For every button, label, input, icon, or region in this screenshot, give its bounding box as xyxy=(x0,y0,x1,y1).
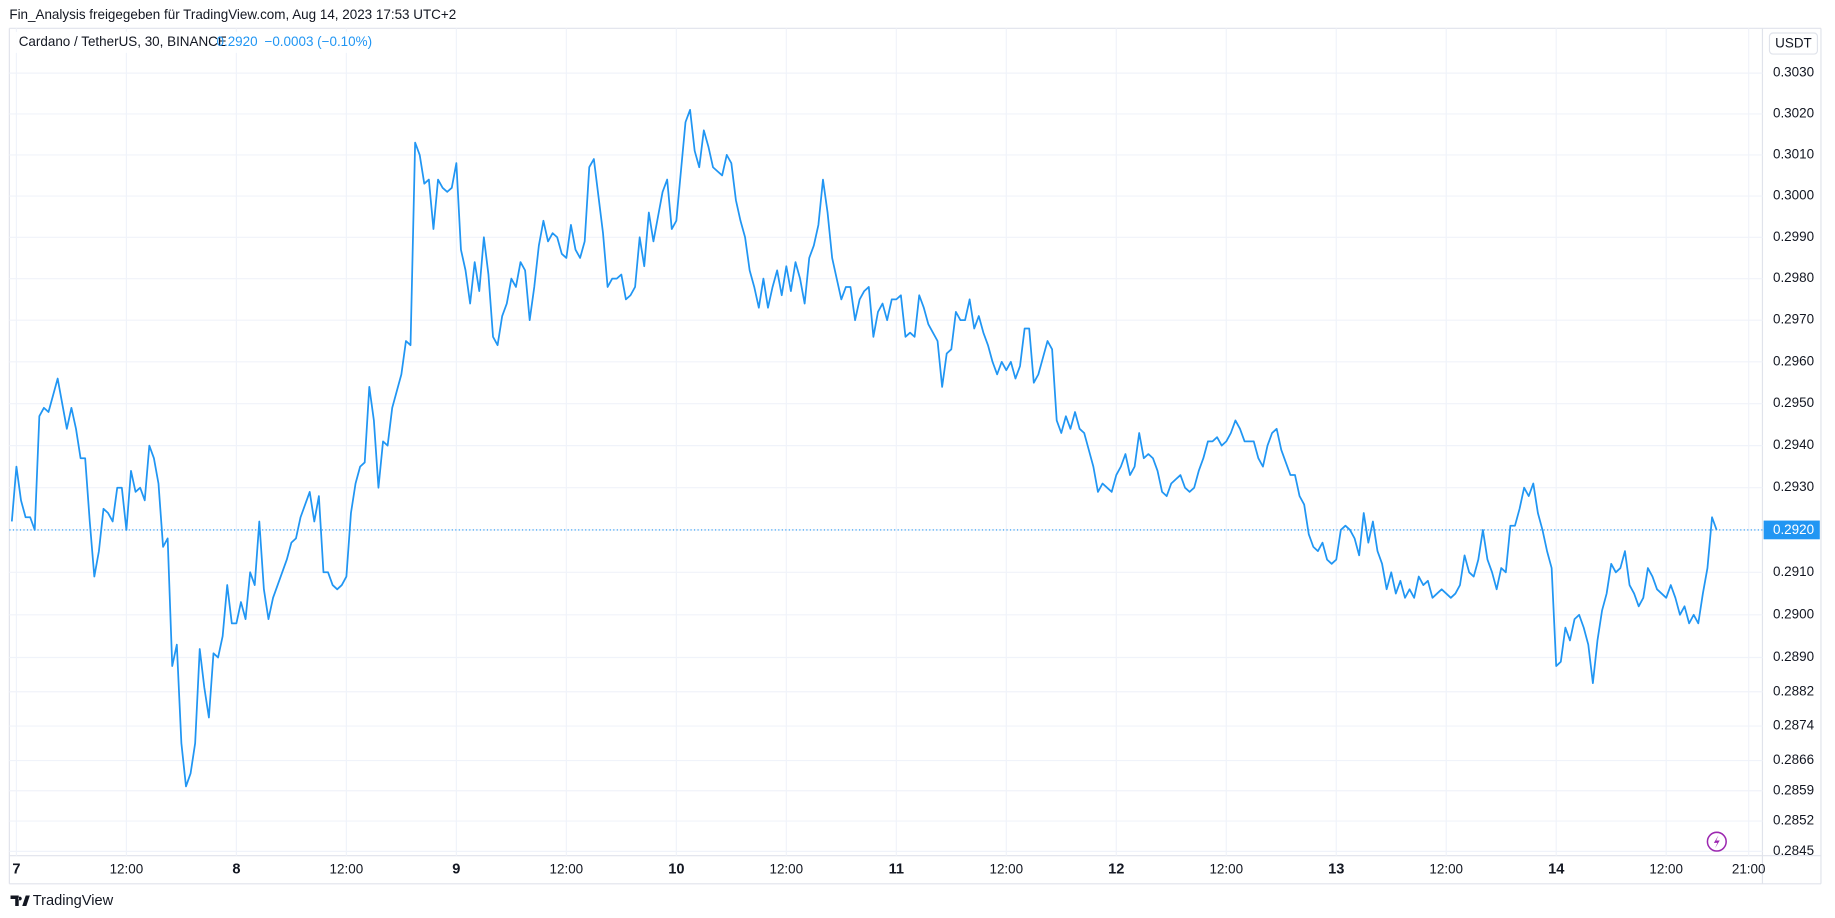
grid xyxy=(9,28,1763,856)
x-tick-label: 12:00 xyxy=(769,861,803,876)
caption: Fin_Analysis freigegeben für TradingView… xyxy=(9,7,456,22)
x-tick-label: 12:00 xyxy=(110,861,144,876)
alert-icon[interactable] xyxy=(1706,831,1727,852)
x-tick-label: 12:00 xyxy=(989,861,1023,876)
y-tick-label: 0.2930 xyxy=(1773,479,1814,494)
x-tick-label: 8 xyxy=(232,862,240,878)
x-tick-label: 12:00 xyxy=(1209,861,1243,876)
x-tick-label: 10 xyxy=(668,862,684,878)
y-tick-label: 0.2950 xyxy=(1773,395,1814,410)
x-tick-label: 14 xyxy=(1548,862,1565,878)
y-tick-label: 0.2900 xyxy=(1773,606,1814,621)
y-tick-label: 0.2866 xyxy=(1773,752,1814,767)
y-tick-label: 0.2980 xyxy=(1773,270,1814,285)
y-tick-label: 0.3030 xyxy=(1773,65,1814,80)
y-tick-label: 0.2890 xyxy=(1773,649,1814,664)
x-tick-label: 13 xyxy=(1328,862,1344,878)
y-tick-label: 0.2845 xyxy=(1773,843,1814,858)
y-tick-label: 0.2940 xyxy=(1773,437,1814,452)
x-tick-label: 12 xyxy=(1108,862,1124,878)
plot xyxy=(9,108,1763,788)
x-tick-label: 9 xyxy=(452,862,460,878)
brand-logo xyxy=(10,895,30,907)
y-tick-label: 0.3000 xyxy=(1773,188,1814,203)
x-tick-label: 12:00 xyxy=(1649,861,1683,876)
y-tick-label: 0.2874 xyxy=(1773,718,1815,733)
y-tick-label: 0.2990 xyxy=(1773,229,1814,244)
x-tick-label: 12:00 xyxy=(1429,861,1463,876)
symbol-title: Cardano / TetherUS, 30, BINANCE xyxy=(19,34,227,49)
currency-label[interactable]: USDT xyxy=(1775,36,1812,51)
y-tick-label: 0.2852 xyxy=(1773,813,1814,828)
last-price-badge xyxy=(1763,520,1820,540)
x-tick-label: 7 xyxy=(12,862,20,878)
x-tick-label: 21:00 xyxy=(1732,861,1766,876)
y-tick-label: 0.3010 xyxy=(1773,146,1814,161)
x-tick-label: 12:00 xyxy=(330,861,364,876)
x-tick-label: 12:00 xyxy=(550,861,584,876)
y-tick-label: 0.2970 xyxy=(1773,312,1814,327)
currency-button[interactable] xyxy=(1768,32,1819,55)
y-tick-label: 0.3020 xyxy=(1773,105,1814,120)
last-price-badge-label: 0.2920 xyxy=(1773,522,1814,537)
x-tick-label: 11 xyxy=(889,862,904,878)
alert-bolt xyxy=(1713,835,1720,849)
brand: TradingView xyxy=(33,893,114,909)
y-tick-label: 0.2910 xyxy=(1773,564,1814,579)
y-tick-label: 0.2960 xyxy=(1773,353,1814,368)
y-tick-label: 0.2859 xyxy=(1773,782,1814,797)
price-line xyxy=(10,108,1718,788)
legend-bg xyxy=(10,31,386,53)
last-price: 0.2920 xyxy=(217,34,258,49)
y-tick-label: 0.2882 xyxy=(1773,683,1814,698)
price-change: −0.0003 (−0.10%) xyxy=(264,34,372,49)
